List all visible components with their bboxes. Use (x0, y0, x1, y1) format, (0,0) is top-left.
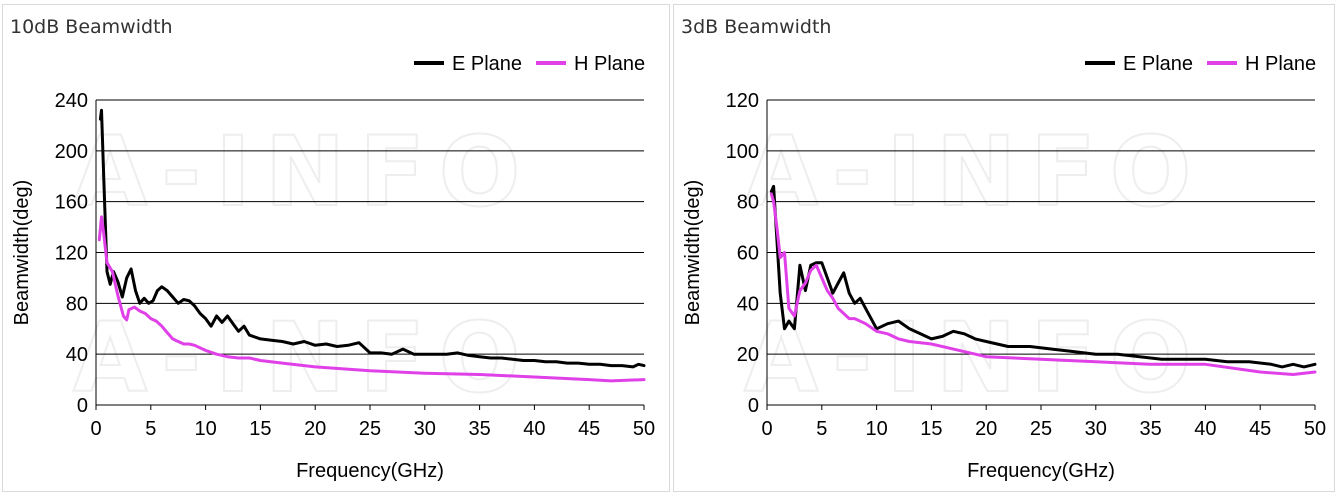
x-tick-label: 40 (1194, 418, 1216, 440)
y-tick-label: 200 (55, 141, 88, 163)
chart-title: 3dB Beamwidth (681, 16, 832, 38)
x-axis-label: Frequency(GHz) (296, 460, 444, 482)
y-tick-label: 40 (737, 293, 759, 315)
x-tick-label: 20 (975, 418, 997, 440)
legend-label: E Plane (1123, 53, 1193, 75)
x-tick-label: 15 (249, 418, 271, 440)
x-axis-label: Frequency(GHz) (967, 460, 1115, 482)
series-e-plane-line (98, 108, 646, 369)
y-axis-label: Beamwidth(deg) (682, 180, 704, 326)
x-tick-label: 25 (359, 418, 381, 440)
y-tick-label: 20 (737, 344, 759, 366)
series-e-plane-line (769, 184, 1317, 369)
x-tick-label: 5 (145, 418, 156, 440)
x-tick-label: 0 (90, 418, 101, 440)
y-tick-label: 240 (55, 90, 88, 112)
x-tick-label: 30 (1085, 418, 1107, 440)
x-tick-label: 20 (304, 418, 326, 440)
watermark-text: A-INFO (744, 302, 1205, 414)
legend-label: H Plane (1245, 53, 1316, 75)
y-tick-label: 40 (66, 344, 88, 366)
x-tick-label: 30 (414, 418, 436, 440)
x-tick-label: 25 (1030, 418, 1052, 440)
legend-label: H Plane (574, 53, 645, 75)
x-tick-label: 35 (468, 418, 490, 440)
chart-panel-10db: 10dB Beamwidth A-INFO A-INFO 0 40 80 120 160 20… (2, 4, 670, 492)
y-tick-label: 0 (748, 395, 759, 417)
y-tick-label: 60 (737, 243, 759, 265)
y-tick-label: 80 (66, 293, 88, 315)
y-tick-label: 160 (55, 192, 88, 214)
x-tick-label: 10 (194, 418, 216, 440)
series-h-plane-line (769, 192, 1317, 376)
series-h-plane-line (97, 215, 646, 383)
x-tick-label: 10 (865, 418, 887, 440)
chart-panel-3db: 3dB Beamwidth A-INFO A-INFO 0 20 40 60 80 100 12… (673, 4, 1335, 492)
y-tick-label: 120 (55, 243, 88, 265)
watermark-text: A-INFO (73, 302, 534, 414)
y-tick-label: 120 (726, 90, 759, 112)
legend-label: E Plane (452, 53, 522, 75)
y-tick-label: 0 (77, 395, 88, 417)
x-tick-label: 35 (1139, 418, 1161, 440)
y-axis-label: Beamwidth(deg) (11, 180, 33, 326)
y-tick-label: 100 (726, 141, 759, 163)
watermark-text: A-INFO (744, 116, 1205, 228)
x-tick-label: 5 (816, 418, 827, 440)
x-tick-label: 50 (633, 418, 655, 440)
chart-title: 10dB Beamwidth (10, 16, 173, 38)
x-tick-label: 50 (1304, 418, 1326, 440)
y-tick-label: 80 (737, 192, 759, 214)
x-tick-label: 45 (1249, 418, 1271, 440)
watermark-text: A-INFO (73, 116, 534, 228)
x-tick-label: 45 (578, 418, 600, 440)
x-tick-label: 40 (523, 418, 545, 440)
x-tick-label: 15 (920, 418, 942, 440)
x-tick-label: 0 (761, 418, 772, 440)
